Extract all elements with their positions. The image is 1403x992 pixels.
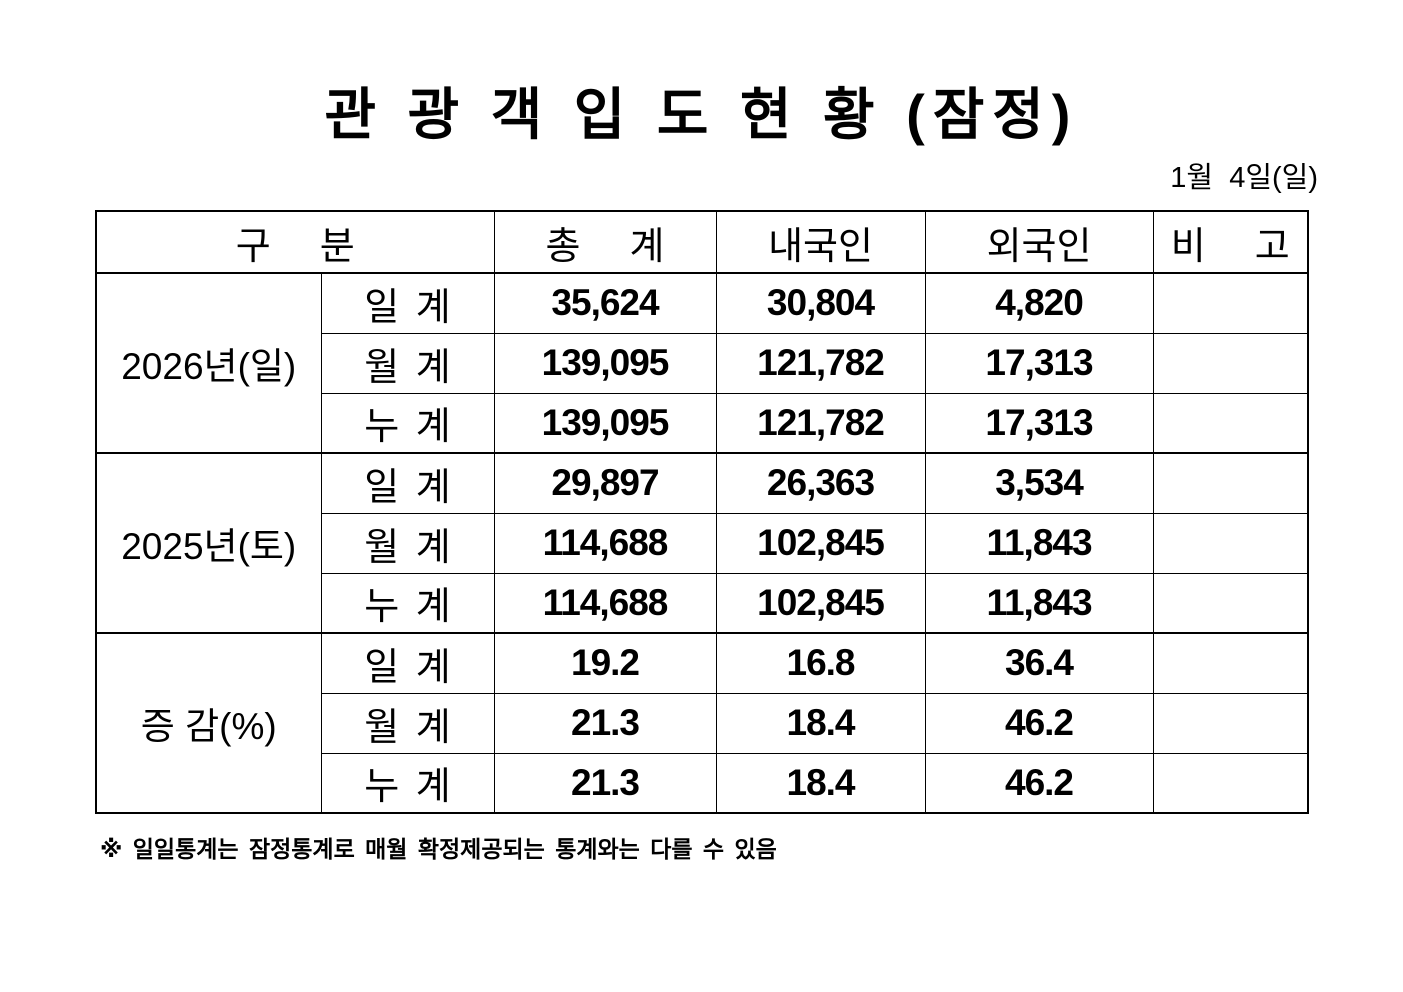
note-cell xyxy=(1152,512,1309,574)
header-total: 총 계 xyxy=(493,210,717,274)
foreign-cell: 46.2 xyxy=(924,752,1154,814)
domestic-cell: 121,782 xyxy=(715,332,926,394)
document-page: 관 광 객 입 도 현 황 (잠정) 1월 4일(일) 구 분 총 계 내국인 … xyxy=(0,80,1403,992)
note-cell xyxy=(1152,572,1309,634)
header-note: 비 고 xyxy=(1152,210,1309,274)
report-date: 1월 4일(일) xyxy=(1170,162,1318,194)
page-title: 관 광 객 입 도 현 황 (잠정) xyxy=(324,83,1079,146)
table-row: 누 계 139,095 121,782 17,313 xyxy=(96,392,1309,454)
domestic-cell: 16.8 xyxy=(715,632,926,694)
table-row: 증 감(%) 일 계 19.2 16.8 36.4 xyxy=(95,632,1309,814)
foreign-cell: 36.4 xyxy=(924,632,1154,694)
group-label: 증 감(%) xyxy=(95,632,322,814)
type-cell: 일 계 xyxy=(320,272,495,334)
total-cell: 139,095 xyxy=(493,332,717,394)
tourist-arrival-table: 구 분 총 계 내국인 외국인 비 고 2026년(일) 일 계 35,624 30,… xyxy=(95,210,1310,814)
total-cell: 19.2 xyxy=(493,632,717,694)
type-cell: 일 계 xyxy=(320,632,495,694)
note-cell xyxy=(1152,692,1309,754)
domestic-cell: 30,804 xyxy=(715,272,926,334)
note-cell xyxy=(1152,632,1309,694)
note-cell xyxy=(1152,392,1309,454)
table-body: 2026년(일) 일 계 35,624 30,804 4,820 월 계 139,095 12… xyxy=(95,272,1309,814)
table-row: 월 계 21.3 18.4 46.2 xyxy=(96,692,1309,754)
header-category: 구 분 xyxy=(95,210,495,274)
type-cell: 누 계 xyxy=(320,392,495,454)
note-cell xyxy=(1152,752,1309,814)
foreign-cell: 3,534 xyxy=(924,452,1154,514)
domestic-cell: 121,782 xyxy=(715,392,926,454)
type-cell: 누 계 xyxy=(320,752,495,814)
table-row: 누 계 114,688 102,845 11,843 xyxy=(96,572,1309,634)
group-label: 2026년(일) xyxy=(95,272,322,454)
table-row: 2025년(토) 일 계 29,897 26,363 3,534 xyxy=(95,452,1309,634)
total-cell: 35,624 xyxy=(493,272,717,334)
foreign-cell: 17,313 xyxy=(924,392,1154,454)
type-cell: 월 계 xyxy=(320,692,495,754)
note-cell xyxy=(1152,272,1309,334)
type-cell: 누 계 xyxy=(320,572,495,634)
foreign-cell: 46.2 xyxy=(924,692,1154,754)
table-row: 2026년(일) 일 계 35,624 30,804 4,820 xyxy=(95,272,1309,454)
table-row: 누 계 21.3 18.4 46.2 xyxy=(96,752,1309,814)
domestic-cell: 18.4 xyxy=(715,692,926,754)
foreign-cell: 4,820 xyxy=(924,272,1154,334)
note-cell xyxy=(1152,452,1309,514)
total-cell: 114,688 xyxy=(493,512,717,574)
total-cell: 21.3 xyxy=(493,692,717,754)
footnote: ※ 일일통계는 잠정통계로 매월 확정제공되는 통계와는 다를 수 있음 xyxy=(100,836,777,862)
total-cell: 114,688 xyxy=(493,572,717,634)
header-foreign: 외국인 xyxy=(924,210,1154,274)
foreign-cell: 11,843 xyxy=(924,572,1154,634)
foreign-cell: 11,843 xyxy=(924,512,1154,574)
table-header-row: 구 분 총 계 내국인 외국인 비 고 xyxy=(95,210,1309,274)
domestic-cell: 26,363 xyxy=(715,452,926,514)
table-row: 월 계 114,688 102,845 11,843 xyxy=(96,512,1309,574)
total-cell: 21.3 xyxy=(493,752,717,814)
domestic-cell: 102,845 xyxy=(715,512,926,574)
domestic-cell: 18.4 xyxy=(715,752,926,814)
type-cell: 월 계 xyxy=(320,512,495,574)
group-label: 2025년(토) xyxy=(95,452,322,634)
note-cell xyxy=(1152,332,1309,394)
header-domestic: 내국인 xyxy=(715,210,926,274)
total-cell: 139,095 xyxy=(493,392,717,454)
domestic-cell: 102,845 xyxy=(715,572,926,634)
foreign-cell: 17,313 xyxy=(924,332,1154,394)
total-cell: 29,897 xyxy=(493,452,717,514)
type-cell: 일 계 xyxy=(320,452,495,514)
type-cell: 월 계 xyxy=(320,332,495,394)
